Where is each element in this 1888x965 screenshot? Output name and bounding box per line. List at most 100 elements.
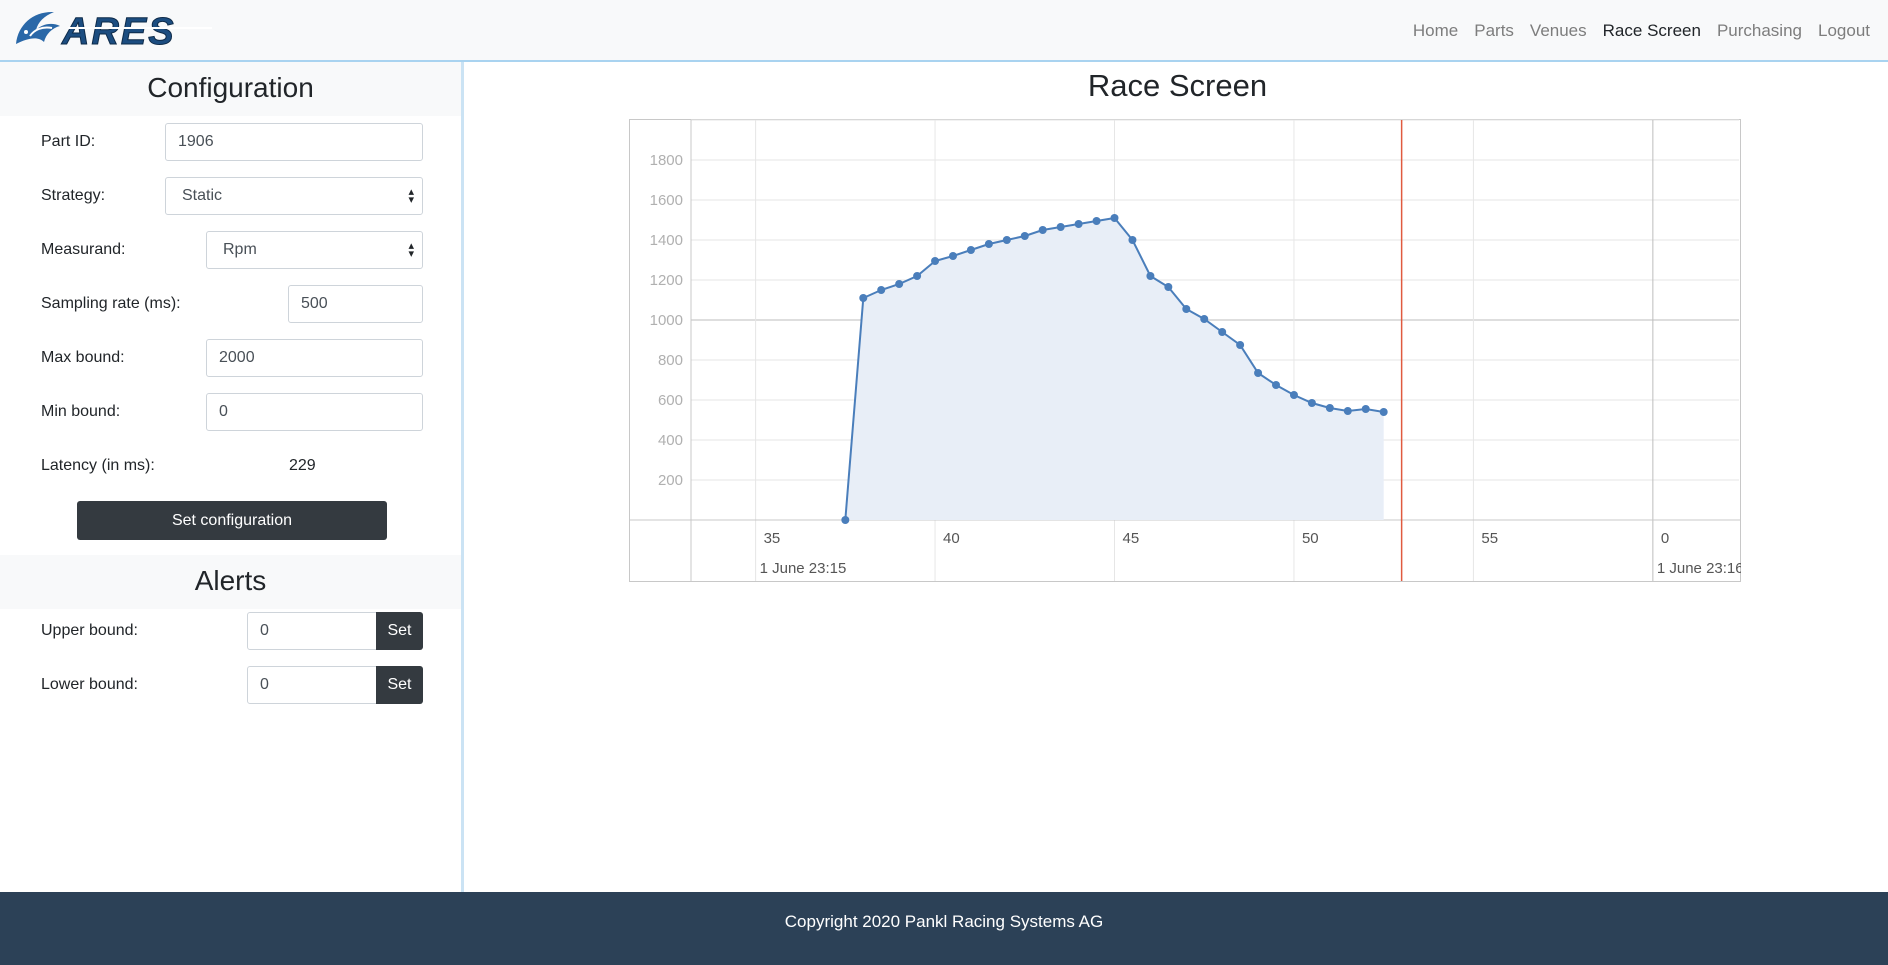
data-point[interactable] xyxy=(1343,407,1352,415)
x-tick-label: 40 xyxy=(943,530,960,547)
data-point[interactable] xyxy=(1092,217,1101,225)
data-point[interactable] xyxy=(1146,272,1155,280)
data-point[interactable] xyxy=(1074,220,1083,228)
data-point[interactable] xyxy=(1056,223,1065,231)
strategy-label: Strategy: xyxy=(41,187,106,204)
data-point[interactable] xyxy=(877,286,886,294)
copyright-text: Copyright 2020 Pankl Racing Systems AG xyxy=(784,912,1104,931)
data-point[interactable] xyxy=(1289,391,1298,399)
configuration-sidebar: Configuration Part ID: 1906 Strategy: St… xyxy=(0,62,464,892)
latency-row: Latency (in ms): 229 xyxy=(41,447,423,485)
latency-label: Latency (in ms): xyxy=(41,457,155,474)
data-point[interactable] xyxy=(1254,369,1263,377)
configuration-title: Configuration xyxy=(0,62,461,116)
data-point[interactable] xyxy=(1307,399,1316,407)
nav-purchasing[interactable]: Purchasing xyxy=(1716,21,1802,40)
data-point[interactable] xyxy=(1379,408,1388,416)
y-tick-label: 1800 xyxy=(650,152,683,169)
data-point[interactable] xyxy=(859,294,868,302)
data-point[interactable] xyxy=(1164,283,1173,291)
data-point[interactable] xyxy=(1038,226,1047,234)
y-tick-label: 1000 xyxy=(650,312,683,329)
x-tick-label: 55 xyxy=(1481,530,1498,547)
nav-links: Home Parts Venues Race Screen Purchasing… xyxy=(1397,21,1870,41)
data-point[interactable] xyxy=(841,516,850,524)
data-point[interactable] xyxy=(895,280,904,288)
data-point[interactable] xyxy=(913,272,922,280)
data-point[interactable] xyxy=(1361,405,1370,413)
data-point[interactable] xyxy=(1110,214,1119,222)
sampling-rate-row: Sampling rate (ms): 500 xyxy=(41,285,423,323)
nav-race-screen[interactable]: Race Screen xyxy=(1602,21,1701,40)
nav-logout[interactable]: Logout xyxy=(1818,21,1870,40)
data-point[interactable] xyxy=(1200,315,1209,323)
race-chart[interactable]: 200 400 600 800 1000 1200 1400 1600 1800 35 40 45 50… xyxy=(629,119,1744,582)
logo-mark-icon: ARES xyxy=(16,11,212,54)
data-point[interactable] xyxy=(966,246,975,254)
upper-bound-input[interactable]: 0 xyxy=(247,612,377,650)
min-bound-row: Min bound: 0 xyxy=(41,393,423,431)
data-point[interactable] xyxy=(931,257,940,265)
svg-text:ARES: ARES xyxy=(61,11,176,52)
data-point[interactable] xyxy=(1272,381,1281,389)
max-bound-label: Max bound: xyxy=(41,349,125,366)
min-bound-label: Min bound: xyxy=(41,403,121,420)
lower-bound-row: Lower bound: 0 Set xyxy=(41,666,423,704)
y-tick-label: 200 xyxy=(658,472,683,489)
nav-home[interactable]: Home xyxy=(1412,21,1459,40)
lower-bound-label: Lower bound: xyxy=(41,676,138,693)
set-upper-bound-button[interactable]: Set xyxy=(376,612,423,650)
data-point[interactable] xyxy=(1002,236,1011,244)
y-tick-label: 1200 xyxy=(650,272,683,289)
lower-bound-group: 0 Set xyxy=(247,666,423,704)
nav-parts[interactable]: Parts xyxy=(1474,21,1514,40)
data-point[interactable] xyxy=(949,252,957,260)
data-point[interactable] xyxy=(984,240,993,248)
y-tick-label: 800 xyxy=(658,352,683,369)
upper-bound-label: Upper bound: xyxy=(41,622,138,639)
upper-bound-row: Upper bound: 0 Set xyxy=(41,612,423,650)
part-id-input[interactable]: 1906 xyxy=(165,123,423,161)
data-point[interactable] xyxy=(1218,328,1227,336)
x-date-label: 1 June 23:15 xyxy=(760,560,847,577)
data-point[interactable] xyxy=(1325,404,1334,412)
measurand-select[interactable]: Rpm ▴ ▾ xyxy=(206,231,423,269)
strategy-row: Strategy: Static ▴ ▾ xyxy=(41,177,423,215)
x-tick-label: 35 xyxy=(764,530,781,547)
latency-value: 229 xyxy=(289,457,316,474)
x-tick-label: 50 xyxy=(1302,530,1319,547)
max-bound-input[interactable]: 2000 xyxy=(206,339,423,377)
lower-bound-input[interactable]: 0 xyxy=(247,666,377,704)
y-tick-label: 1400 xyxy=(650,232,683,249)
max-bound-row: Max bound: 2000 xyxy=(41,339,423,377)
x-date-label: 1 June 23:16 xyxy=(1657,560,1741,577)
y-tick-label: 600 xyxy=(658,392,683,409)
sampling-rate-label: Sampling rate (ms): xyxy=(41,295,181,312)
min-bound-input[interactable]: 0 xyxy=(206,393,423,431)
page-title: Race Screen xyxy=(1087,68,1268,103)
navbar: ARES Home Parts Venues Race Screen Purch… xyxy=(0,0,1888,62)
set-configuration-button[interactable]: Set configuration xyxy=(77,501,387,540)
part-id-label: Part ID: xyxy=(41,133,96,150)
race-chart-container: 200 400 600 800 1000 1200 1400 1600 1800 35 40 45 50… xyxy=(629,119,1744,587)
upper-bound-group: 0 Set xyxy=(247,612,423,650)
sampling-rate-input[interactable]: 500 xyxy=(288,285,423,323)
x-tick-label: 0 xyxy=(1661,530,1669,547)
data-point[interactable] xyxy=(1128,236,1137,244)
data-point[interactable] xyxy=(1020,232,1029,240)
footer: Copyright 2020 Pankl Racing Systems AG xyxy=(0,892,1888,965)
select-caret-icon: ▴ ▾ xyxy=(408,240,414,260)
select-caret-icon: ▴ ▾ xyxy=(408,186,414,206)
nav-venues[interactable]: Venues xyxy=(1529,21,1587,40)
strategy-select[interactable]: Static ▴ ▾ xyxy=(165,177,423,215)
alerts-title: Alerts xyxy=(0,555,461,609)
y-tick-label: 400 xyxy=(658,432,683,449)
ares-logo[interactable]: ARES xyxy=(12,6,224,57)
set-lower-bound-button[interactable]: Set xyxy=(376,666,423,704)
data-point[interactable] xyxy=(1182,305,1191,313)
measurand-label: Measurand: xyxy=(41,241,126,258)
strategy-selected-value: Static xyxy=(182,187,223,204)
series-area xyxy=(845,218,1384,520)
data-point[interactable] xyxy=(1236,341,1245,349)
measurand-selected-value: Rpm xyxy=(223,241,257,258)
